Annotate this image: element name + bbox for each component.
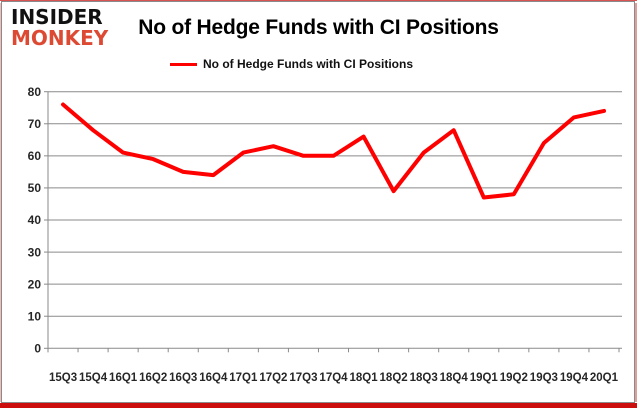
line-chart: 0 10 20 30 40 50 60 70 80 15Q3 15Q4 16Q1 16Q2 16Q3 16Q…: [28, 85, 622, 384]
y-axis-label: 30: [28, 245, 42, 259]
insider-monkey-logo: INSIDER MONKEY: [11, 7, 108, 49]
x-axis-label: 18Q4: [440, 372, 469, 384]
logo-line-insider: INSIDER: [11, 5, 103, 29]
y-axis-label: 70: [28, 117, 42, 131]
x-axis-label: 15Q4: [79, 372, 108, 384]
x-axis-label: 18Q2: [380, 372, 408, 384]
card-red-glow-bottom: [0, 403, 637, 408]
y-axis-label: 50: [28, 181, 42, 195]
chart-legend: No of Hedge Funds with CI Positions: [170, 56, 413, 72]
card-red-glow-left: [0, 3, 1, 402]
y-axis-label: 10: [28, 309, 42, 323]
legend-label: No of Hedge Funds with CI Positions: [203, 57, 413, 71]
x-axis-label: 16Q3: [169, 372, 197, 384]
logo-line-monkey: MONKEY: [11, 26, 109, 50]
x-axis-label: 20Q1: [590, 372, 619, 384]
x-axis-label: 18Q1: [349, 372, 378, 384]
y-axis-label: 0: [34, 342, 41, 356]
card-red-glow-top: [0, 0, 637, 1]
y-axis-label: 80: [28, 85, 42, 99]
y-axis-label: 40: [28, 213, 42, 227]
x-axis-label: 18Q3: [410, 372, 438, 384]
x-axis-label: 19Q3: [530, 372, 558, 384]
hedge-fund-series-line: [61, 102, 606, 200]
x-axis-label: 17Q2: [259, 372, 287, 384]
legend-line-swatch: [170, 62, 197, 66]
x-axis-label: 17Q3: [289, 372, 317, 384]
y-axis-label: 20: [28, 277, 42, 291]
x-axis-label: 16Q4: [199, 372, 228, 384]
card-red-glow-right: [635, 3, 637, 402]
y-axis-label: 60: [28, 149, 42, 163]
x-axis-label: 16Q2: [139, 372, 167, 384]
x-axis-label: 15Q3: [49, 372, 77, 384]
x-axis-label: 17Q4: [319, 372, 348, 384]
x-axis-label: 19Q1: [470, 372, 499, 384]
x-axis-label: 19Q4: [560, 372, 589, 384]
x-axis-label: 17Q1: [229, 372, 258, 384]
x-axis-label: 19Q2: [500, 372, 528, 384]
x-axis-label: 16Q1: [109, 372, 138, 384]
chart-title: No of Hedge Funds with CI Positions: [138, 16, 499, 39]
